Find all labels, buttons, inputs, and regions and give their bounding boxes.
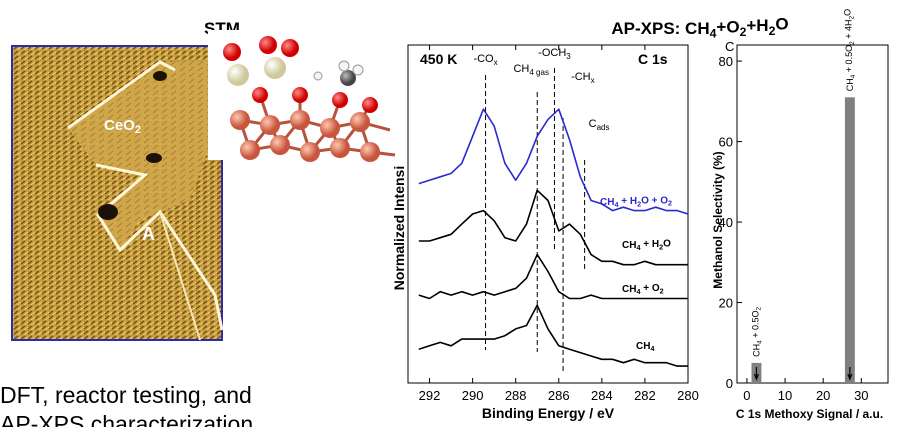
atom (281, 39, 299, 57)
x-tick-label: 286 (548, 388, 570, 403)
x-tick-label: 0 (743, 388, 750, 403)
x-tick-label: 20 (816, 388, 830, 403)
atom (340, 70, 356, 86)
x-tick-label: 284 (591, 388, 613, 403)
atom (240, 140, 260, 160)
xps-frame (407, 44, 689, 384)
spectrum (418, 304, 688, 367)
marker-label-main: -CO (473, 53, 494, 65)
series-label: CH4 + O2 (622, 283, 664, 296)
bar-frame (736, 44, 889, 384)
spectrum (418, 189, 688, 266)
bar (844, 97, 855, 384)
site-label: A (142, 224, 155, 244)
atom (320, 118, 340, 138)
spectrum (418, 253, 688, 300)
caption-line: AP-XPS characterization (0, 411, 253, 427)
x-tick-label: 280 (677, 388, 699, 403)
y-tick-label: 40 (719, 215, 733, 230)
atom (350, 112, 370, 132)
atom (360, 142, 380, 162)
atom (223, 43, 241, 61)
bar-arrow (847, 367, 853, 381)
x-tick-label: 30 (854, 388, 868, 403)
y-tick-label: 0 (726, 376, 733, 391)
marker-label: -CHx (571, 71, 595, 85)
defect (153, 71, 167, 81)
atom (332, 92, 348, 108)
marker-label: -OCH3 (538, 47, 571, 61)
series-label: CH4 + H2O + O2 (600, 195, 672, 209)
region-label: C 1s (638, 51, 668, 67)
atom (230, 110, 250, 130)
x-axis-label: Binding Energy / eV (482, 405, 615, 421)
molecule-model (208, 30, 400, 162)
step-edge (95, 163, 224, 331)
x-tick-label: 292 (419, 388, 441, 403)
x-tick-label: 290 (462, 388, 484, 403)
atom (300, 142, 320, 162)
series-label: CH4 + H2O (622, 238, 671, 252)
spectrum (418, 108, 689, 215)
marker-label-sub: x (494, 58, 498, 67)
marker-label-sub: 3 (566, 52, 571, 61)
atom (260, 115, 280, 135)
bar-label: CH4 + 0.5O2 + 4H2O (843, 9, 857, 91)
stm-image (11, 45, 224, 341)
bar-arrow (753, 367, 760, 381)
panel-label: C (725, 39, 734, 54)
marker-label-main: -CH (571, 71, 591, 83)
step-edge (159, 211, 201, 341)
defect (98, 204, 118, 220)
bonds (238, 94, 396, 157)
atom (259, 36, 277, 54)
y-tick-label: 20 (719, 296, 733, 311)
step-edge (67, 60, 176, 130)
stm-island (68, 60, 222, 250)
x-tick-label: 288 (505, 388, 527, 403)
marker-label-sub: x (591, 76, 595, 85)
atom (292, 87, 308, 103)
marker-label-sub: 4 gas (529, 68, 549, 77)
y-tick-label: 60 (719, 135, 733, 150)
panel-title: AP-XPS: CH4+O2+H2O (611, 15, 788, 41)
atom (362, 97, 378, 113)
atom (330, 138, 350, 158)
atom (252, 87, 268, 103)
marker-label: Cads (589, 118, 610, 132)
x-tick-label: 10 (778, 388, 792, 403)
atom (290, 110, 310, 130)
marker-label: CH4 gas (513, 63, 548, 77)
y-tick-label: 80 (719, 54, 733, 69)
series-label: CH4 (636, 341, 654, 353)
x-axis-label: C 1s Methoxy Signal / a.u. (736, 407, 883, 421)
atom (352, 64, 364, 76)
atom (270, 135, 290, 155)
marker-label-main: CH (513, 63, 529, 75)
marker-label: -COx (473, 53, 497, 67)
island-label: CeO2 (104, 117, 141, 136)
temperature-label: 450 K (420, 51, 457, 67)
caption-line: DFT, reactor testing, and (0, 382, 252, 408)
y-axis-label: Normalized Intensi (391, 166, 407, 290)
atom (313, 71, 323, 81)
x-tick-label: 282 (634, 388, 656, 403)
bar-label: CH4 + 0.5O2 (751, 306, 764, 356)
marker-label-main: C (589, 118, 597, 130)
y-axis-label: Methanol Selectivity (%) (711, 151, 725, 288)
marker-label-main: -OCH (538, 47, 566, 59)
atom (264, 57, 286, 79)
atom (227, 64, 249, 86)
marker-label-sub: ads (597, 123, 610, 132)
defect (146, 153, 162, 163)
atom (338, 60, 350, 72)
